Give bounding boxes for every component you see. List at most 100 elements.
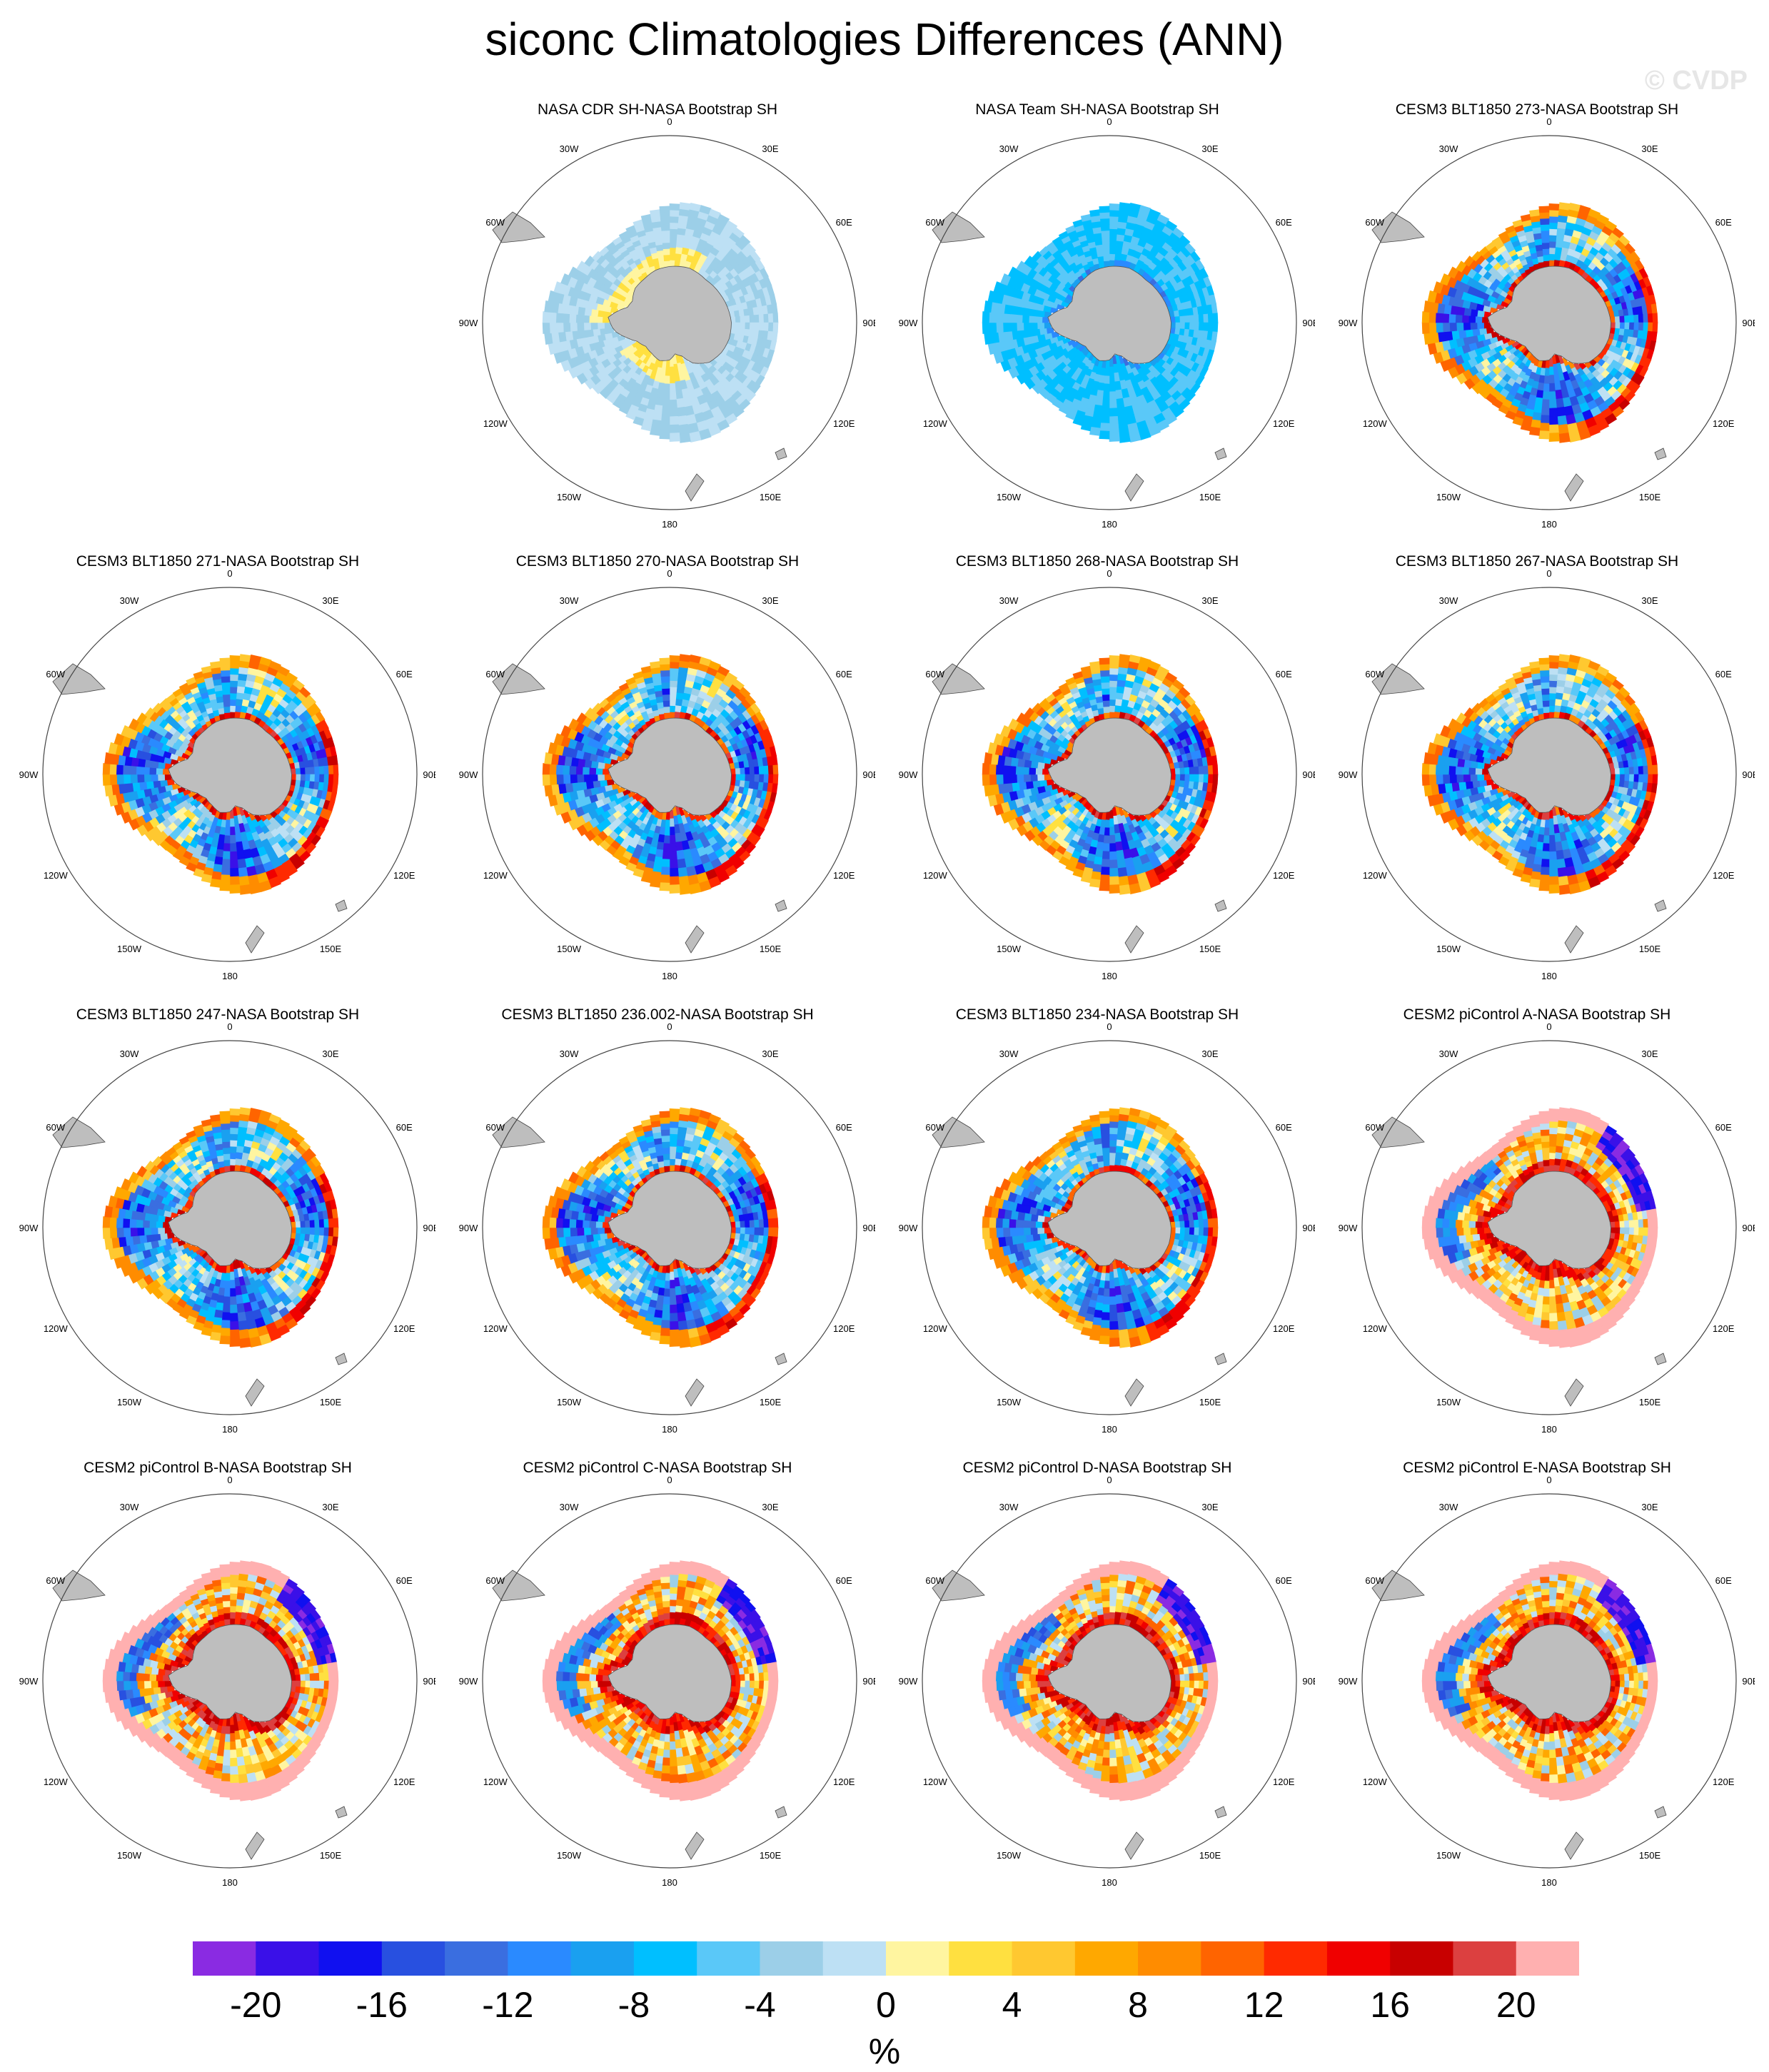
- longitude-label: 30W: [1439, 143, 1458, 154]
- ice-cell: [238, 867, 248, 877]
- ice-cell: [670, 203, 680, 210]
- longitude-label: 90E: [1302, 769, 1315, 780]
- ice-cell: [1022, 767, 1029, 774]
- ice-cell: [1559, 203, 1570, 211]
- ice-cell: [670, 819, 674, 827]
- longitude-label: 150W: [997, 492, 1022, 502]
- ice-cell: [650, 879, 660, 887]
- longitude-label: 90E: [862, 318, 875, 328]
- ice-cell: [1531, 420, 1541, 428]
- ice-cell: [1558, 424, 1569, 434]
- ice-cell: [1097, 702, 1104, 709]
- ice-cell: [1117, 234, 1125, 241]
- ice-cell: [110, 774, 117, 785]
- ice-cell: [1100, 218, 1109, 225]
- ice-cell: [768, 774, 773, 784]
- longitude-label: 180: [662, 519, 677, 528]
- ice-cell: [1175, 316, 1180, 323]
- longitude-label: 0: [1107, 116, 1112, 127]
- ice-cell: [1039, 328, 1047, 335]
- ice-cell: [1615, 768, 1620, 774]
- ice-cell: [759, 767, 764, 775]
- ice-cell: [660, 664, 670, 670]
- ice-cell: [1462, 315, 1469, 323]
- ice-cell: [1556, 398, 1563, 408]
- ice-cell: [224, 712, 230, 719]
- ice-cell: [731, 769, 736, 774]
- ice-cell: [1424, 300, 1432, 312]
- ice-cell: [220, 883, 230, 891]
- ice-cell: [662, 682, 670, 689]
- longitude-label: 180: [662, 971, 677, 980]
- ice-cell: [1098, 708, 1104, 714]
- ice-cell: [1119, 203, 1130, 211]
- ice-cell: [332, 784, 338, 794]
- ice-cell: [543, 774, 550, 786]
- ice-cell: [1470, 774, 1477, 782]
- ice-cell: [661, 415, 670, 424]
- ice-cell: [1541, 231, 1549, 237]
- ice-cell: [223, 851, 230, 860]
- ice-cell: [664, 255, 670, 261]
- ice-cell: [550, 323, 557, 333]
- ice-cell: [1533, 405, 1542, 413]
- ice-cell: [291, 769, 296, 774]
- ice-cell: [1100, 670, 1109, 677]
- ice-cell: [1119, 876, 1129, 886]
- ice-cell: [657, 702, 664, 709]
- ice-cell: [1102, 859, 1109, 868]
- ice-cell: [664, 712, 670, 719]
- ice-cell: [1119, 433, 1131, 443]
- ice-cell: [662, 851, 670, 860]
- ice-cell: [652, 413, 662, 421]
- ice-cell: [677, 686, 685, 693]
- ice-cell: [670, 693, 677, 699]
- ice-cell: [305, 767, 310, 774]
- polar-map: 030E60E90E120E150E180150W120W90W60W30W: [880, 566, 1315, 980]
- ice-cell: [221, 670, 230, 677]
- ice-cell: [1171, 774, 1176, 780]
- ice-cell: [1096, 696, 1103, 702]
- ice-cell: [1549, 876, 1559, 885]
- ice-cell: [1171, 317, 1176, 323]
- ice-cell: [670, 416, 679, 425]
- ice-cell: [1543, 392, 1549, 400]
- polar-map: 030E60E90E120E150E180150W120W90W60W30W: [440, 566, 875, 980]
- ice-cell: [230, 662, 240, 668]
- ice-cell: [745, 767, 750, 774]
- ice-cell: [660, 206, 670, 213]
- ice-cell: [1555, 842, 1562, 851]
- ice-cell: [1194, 315, 1199, 323]
- ice-cell: [1477, 323, 1484, 329]
- longitude-label: 30W: [999, 595, 1019, 606]
- ice-cell: [1653, 774, 1658, 784]
- ice-cell: [221, 664, 231, 670]
- ice-cell: [1176, 774, 1181, 781]
- ice-cell: [1104, 707, 1109, 713]
- ice-cell: [984, 752, 992, 764]
- ice-cell: [735, 768, 740, 774]
- new-zealand-land: [685, 474, 704, 501]
- ice-cell: [1208, 313, 1213, 323]
- ice-cell: [989, 312, 996, 323]
- ice-cell: [1115, 390, 1122, 399]
- ice-cell: [650, 662, 660, 669]
- ice-cell: [1098, 256, 1104, 263]
- ice-cell: [670, 844, 677, 852]
- longitude-label: 60W: [925, 669, 944, 679]
- ice-cell: [745, 774, 750, 782]
- ice-cell: [600, 328, 608, 335]
- longitude-label: 180: [1102, 519, 1117, 528]
- ice-cell: [662, 243, 670, 249]
- ice-cell: [1543, 255, 1549, 261]
- ice-cell: [1102, 243, 1109, 249]
- longitude-label: 90E: [1742, 318, 1755, 328]
- ice-cell: [1629, 315, 1634, 323]
- ice-cell: [676, 241, 684, 248]
- ice-cell: [1104, 255, 1109, 261]
- ice-cell: [736, 323, 741, 329]
- ice-cell: [333, 774, 338, 784]
- ice-cell: [662, 400, 670, 408]
